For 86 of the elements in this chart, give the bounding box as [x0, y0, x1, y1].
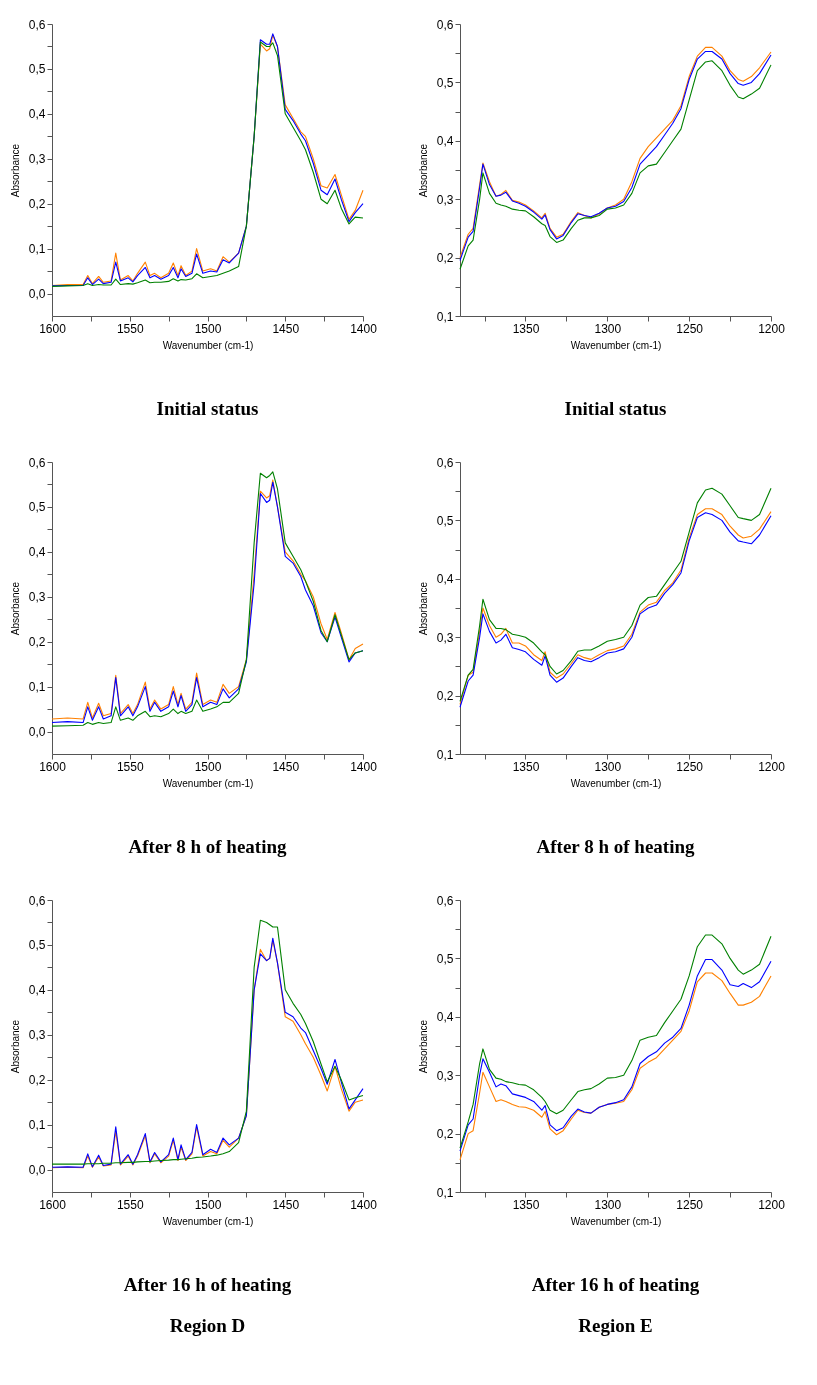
y-tick-label: 0,5: [28, 500, 46, 515]
y-tick-label: 0,3: [28, 590, 46, 605]
y-tick-label: 0,5: [436, 951, 454, 966]
x-tick-label: 1400: [350, 321, 378, 336]
text: Region E: [578, 1315, 653, 1336]
y-tick-label: 0,3: [28, 152, 46, 167]
x-axis-title: Wavenumber (cm-1): [570, 339, 662, 351]
y-tick-label: 0,5: [436, 513, 454, 528]
y-tick-label: 0,4: [28, 983, 46, 998]
y-tick-label: 0,0: [28, 725, 46, 740]
x-tick-label: 1350: [512, 321, 540, 336]
y-axis-title: Absorbance: [417, 143, 429, 198]
y-tick-label: 0,6: [436, 893, 454, 908]
y-tick-label: 0,3: [436, 1068, 454, 1083]
x-tick-label: 1600: [39, 759, 67, 774]
x-tick-label: 1550: [116, 1197, 144, 1212]
x-tick-label: 1250: [676, 321, 704, 336]
x-tick-label: 1550: [116, 759, 144, 774]
y-axis-title: Absorbance: [9, 581, 21, 636]
x-tick-label: 1450: [272, 321, 300, 336]
y-tick-label: 0,2: [436, 1127, 454, 1142]
x-axis-title: Wavenumber (cm-1): [570, 1215, 662, 1227]
x-tick-label: 1550: [116, 321, 144, 336]
x-tick-label: 1200: [758, 321, 786, 336]
y-tick-label: 0,5: [436, 75, 454, 90]
y-tick-label: 0,5: [28, 62, 46, 77]
y-tick-label: 0,4: [436, 134, 454, 149]
text: After 8 h of heating: [128, 836, 287, 857]
x-tick-label: 1350: [512, 1197, 540, 1212]
y-tick-label: 0,0: [28, 1163, 46, 1178]
y-tick-label: 0,6: [436, 455, 454, 470]
y-tick-label: 0,2: [28, 1073, 46, 1088]
x-tick-label: 1450: [272, 1197, 300, 1212]
x-tick-label: 1500: [194, 321, 222, 336]
x-tick-label: 1600: [39, 321, 67, 336]
x-tick-label: 1250: [676, 759, 704, 774]
y-tick-label: 0,3: [28, 1028, 46, 1043]
y-tick-label: 0,1: [436, 747, 454, 762]
y-axis-title: Absorbance: [9, 143, 21, 198]
x-tick-label: 1300: [594, 759, 622, 774]
x-tick-label: 1200: [758, 759, 786, 774]
y-tick-label: 0,0: [28, 287, 46, 302]
x-tick-label: 1400: [350, 1197, 378, 1212]
text: After 8 h of heating: [536, 836, 695, 857]
x-tick-label: 1500: [194, 759, 222, 774]
y-tick-label: 0,2: [436, 251, 454, 266]
y-axis-title: Absorbance: [417, 1019, 429, 1074]
x-tick-label: 1200: [758, 1197, 786, 1212]
text: Region D: [169, 1315, 246, 1336]
y-tick-label: 0,1: [28, 680, 46, 695]
y-tick-label: 0,1: [28, 1118, 46, 1133]
y-tick-label: 0,5: [28, 938, 46, 953]
text: Initial status: [564, 398, 667, 419]
text: After 16 h of heating: [123, 1274, 292, 1295]
x-tick-label: 1400: [350, 759, 378, 774]
x-tick-label: 1350: [512, 759, 540, 774]
x-axis-title: Wavenumber (cm-1): [162, 1215, 254, 1227]
x-tick-label: 1450: [272, 759, 300, 774]
y-tick-label: 0,1: [436, 309, 454, 324]
y-tick-label: 0,1: [436, 1185, 454, 1200]
y-tick-label: 0,2: [28, 197, 46, 212]
y-axis-title: Absorbance: [9, 1019, 21, 1074]
x-axis-title: Wavenumber (cm-1): [162, 339, 254, 351]
y-tick-label: 0,6: [28, 17, 46, 32]
y-tick-label: 0,6: [28, 455, 46, 470]
text: After 16 h of heating: [531, 1274, 700, 1295]
y-tick-label: 0,4: [436, 572, 454, 587]
y-tick-label: 0,2: [436, 689, 454, 704]
y-tick-label: 0,6: [436, 17, 454, 32]
x-axis-title: Wavenumber (cm-1): [162, 777, 254, 789]
x-tick-label: 1600: [39, 1197, 67, 1212]
y-tick-label: 0,2: [28, 635, 46, 650]
y-tick-label: 0,4: [28, 545, 46, 560]
x-tick-label: 1250: [676, 1197, 704, 1212]
y-tick-label: 0,6: [28, 893, 46, 908]
text: Initial status: [156, 398, 259, 419]
y-tick-label: 0,4: [436, 1010, 454, 1025]
y-tick-label: 0,3: [436, 630, 454, 645]
y-axis-title: Absorbance: [417, 581, 429, 636]
x-tick-label: 1500: [194, 1197, 222, 1212]
y-tick-label: 0,1: [28, 242, 46, 257]
x-tick-label: 1300: [594, 321, 622, 336]
y-tick-label: 0,4: [28, 107, 46, 122]
x-tick-label: 1300: [594, 1197, 622, 1212]
x-axis-title: Wavenumber (cm-1): [570, 777, 662, 789]
y-tick-label: 0,3: [436, 192, 454, 207]
